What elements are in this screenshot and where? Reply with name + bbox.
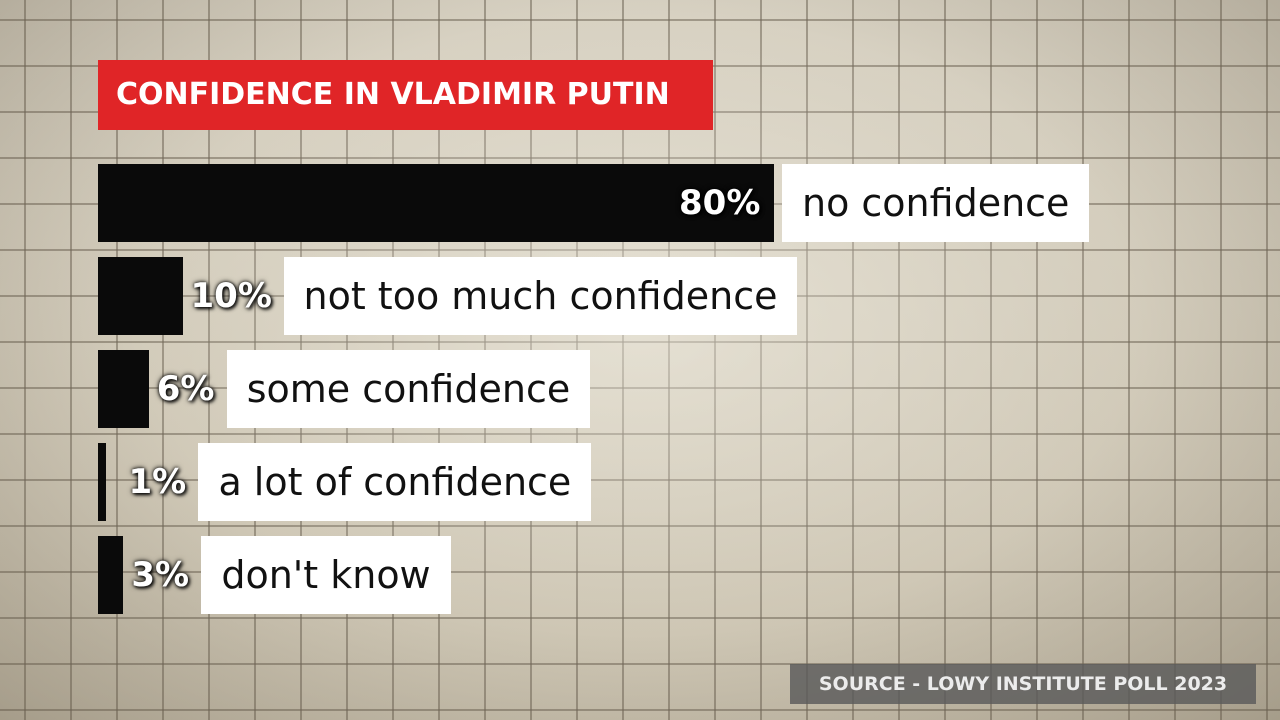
value-label-0: 80%: [679, 183, 761, 223]
bar-1: [98, 257, 183, 335]
category-label-1: not too much confidence: [283, 257, 798, 335]
value-label-2: 6%: [156, 369, 215, 409]
chart-title: CONFIDENCE IN VLADIMIR PUTIN: [98, 60, 713, 130]
category-label-3: a lot of confidence: [198, 443, 592, 521]
value-label-4: 3%: [131, 555, 190, 595]
category-label-0: no confidence: [782, 164, 1090, 242]
bar-2: [98, 350, 149, 428]
category-label-4: don't know: [201, 536, 451, 614]
bar-0: [98, 164, 774, 242]
source-credit: SOURCE - LOWY INSTITUTE POLL 2023: [790, 664, 1256, 704]
value-label-3: 1%: [128, 462, 187, 502]
value-label-1: 10%: [190, 276, 272, 316]
bar-3: [98, 443, 107, 521]
category-label-2: some confidence: [226, 350, 591, 428]
bar-4: [98, 536, 124, 614]
